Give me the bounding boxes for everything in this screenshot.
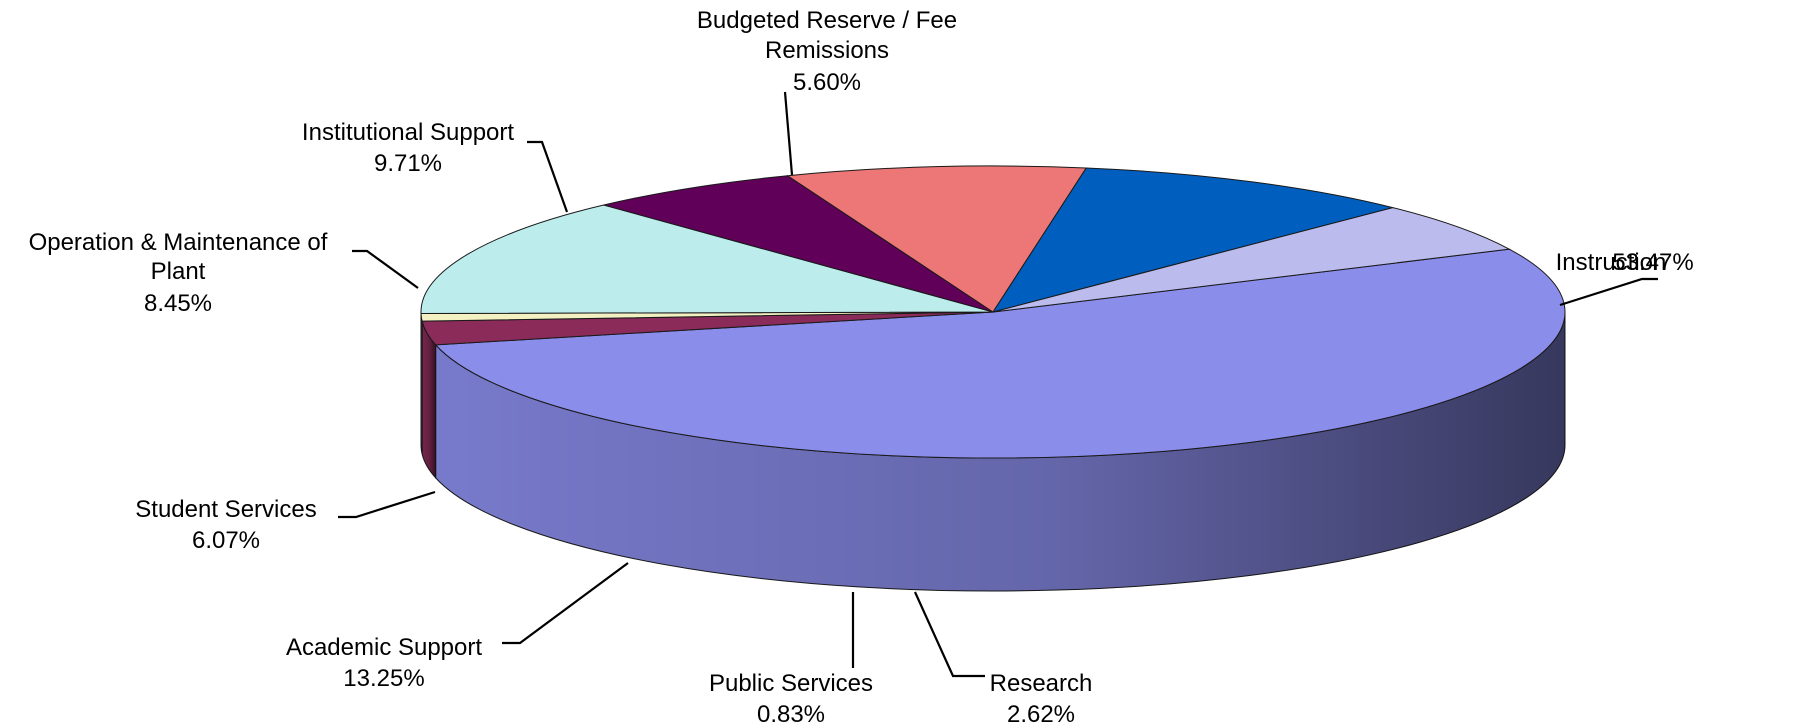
- leader-line-institutional-support: [527, 140, 569, 213]
- pie-slice-operation-maintenance-of-plant: [786, 165, 1088, 313]
- data-label-institutional-support: Institutional Support 9.71%: [302, 119, 514, 177]
- leader-line-instruction: [1559, 277, 1658, 307]
- leader-line-operation-maintenance-of-plant: [352, 249, 419, 289]
- slice-name-label: Academic Support: [286, 634, 482, 661]
- slice-name-label: Budgeted Reserve / Fee: [697, 7, 957, 34]
- slice-value-label: 0.83%: [757, 701, 825, 727]
- leader-line-academic-support: [502, 562, 629, 645]
- slice-name-label: Plant: [151, 258, 206, 285]
- pie-slice-budgeted-reserve-fee-remissions: [992, 207, 1511, 313]
- leader-line-budgeted-reserve-fee-remissions: [783, 91, 794, 176]
- slice-name-label: Remissions: [765, 37, 889, 64]
- pie-slice-student-services: [603, 175, 994, 313]
- pie-side-research: [421, 320, 437, 480]
- data-label-research: Research 2.62%: [990, 670, 1093, 727]
- data-label-budgeted-reserve-fee-remissions: Budgeted Reserve / Fee Remissions 5.60%: [697, 7, 957, 96]
- leader-line-research: [913, 591, 985, 678]
- slice-value-label: 9.71%: [374, 150, 442, 177]
- leader-line-student-services: [338, 490, 436, 519]
- slice-name-label: Institutional Support: [302, 119, 514, 146]
- slice-value-label: 53.47%: [1612, 249, 1693, 276]
- slice-name-label: Student Services: [135, 496, 316, 523]
- slice-name-label: Operation & Maintenance of: [29, 229, 328, 256]
- pie-slice-instruction: [434, 248, 1566, 459]
- slice-value-label: 8.45%: [144, 290, 212, 317]
- data-label-academic-support: Academic Support 13.25%: [286, 634, 482, 692]
- slice-name-label: Instruction: [1556, 249, 1667, 276]
- slice-value-label: 13.25%: [343, 665, 424, 692]
- data-label-student-services: Student Services 6.07%: [135, 496, 316, 554]
- pie-slice-academic-support: [420, 204, 994, 314]
- slice-value-label: 6.07%: [192, 527, 260, 554]
- slice-name-label: Public Services: [709, 670, 873, 697]
- pie-slice-institutional-support: [991, 167, 1393, 313]
- slice-value-label: 5.60%: [793, 69, 861, 96]
- data-label-public-services: Public Services 0.83%: [709, 670, 873, 727]
- slice-name-label: Research: [990, 670, 1093, 697]
- slice-value-label: 2.62%: [1007, 701, 1075, 727]
